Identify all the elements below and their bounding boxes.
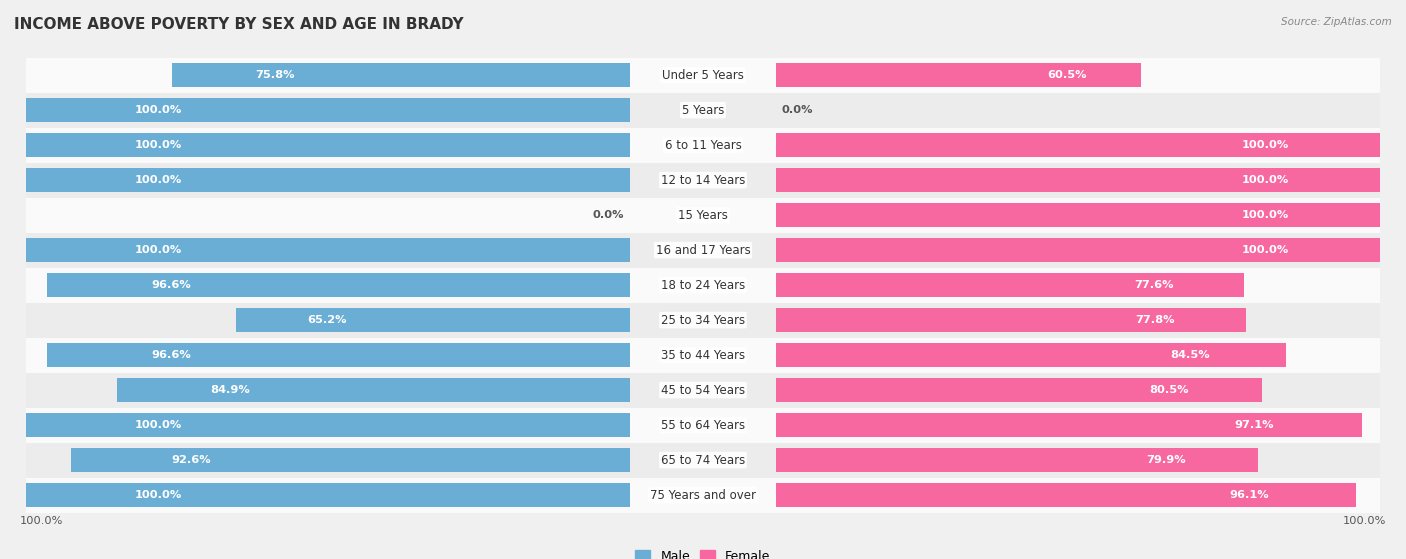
Text: 6 to 11 Years: 6 to 11 Years <box>665 139 741 151</box>
Bar <box>27 58 1379 93</box>
Text: 100.0%: 100.0% <box>135 420 183 430</box>
Bar <box>27 163 1379 198</box>
Bar <box>27 233 1379 268</box>
Bar <box>27 93 1379 127</box>
Bar <box>27 372 1379 408</box>
Bar <box>776 483 1357 507</box>
Bar <box>776 63 1142 87</box>
Text: 55 to 64 Years: 55 to 64 Years <box>661 419 745 432</box>
Legend: Male, Female: Male, Female <box>630 544 776 559</box>
Text: 65.2%: 65.2% <box>308 315 347 325</box>
Bar <box>27 483 630 507</box>
Text: 79.9%: 79.9% <box>1146 455 1185 465</box>
Text: Under 5 Years: Under 5 Years <box>662 69 744 82</box>
Bar <box>776 133 1379 157</box>
Bar <box>27 302 1379 338</box>
Text: 0.0%: 0.0% <box>593 210 624 220</box>
Bar <box>27 268 1379 302</box>
Text: 80.5%: 80.5% <box>1150 385 1189 395</box>
Text: 18 to 24 Years: 18 to 24 Years <box>661 278 745 292</box>
Bar <box>27 408 1379 443</box>
Text: 100.0%: 100.0% <box>1241 210 1289 220</box>
Text: 92.6%: 92.6% <box>172 455 211 465</box>
Bar <box>27 338 1379 372</box>
Bar <box>27 98 630 122</box>
Bar <box>27 238 630 262</box>
Bar <box>46 273 630 297</box>
Text: 35 to 44 Years: 35 to 44 Years <box>661 349 745 362</box>
Text: 96.6%: 96.6% <box>152 350 191 360</box>
Text: 60.5%: 60.5% <box>1047 70 1087 80</box>
Bar <box>27 133 630 157</box>
Bar <box>27 477 1379 513</box>
Text: 100.0%: 100.0% <box>1241 140 1289 150</box>
Bar <box>27 413 630 437</box>
Bar <box>236 308 630 332</box>
Text: 100.0%: 100.0% <box>1241 175 1289 185</box>
Bar <box>776 238 1379 262</box>
Bar <box>776 273 1244 297</box>
Text: 12 to 14 Years: 12 to 14 Years <box>661 174 745 187</box>
Bar <box>776 448 1258 472</box>
Bar <box>27 127 1379 163</box>
Text: 5 Years: 5 Years <box>682 103 724 117</box>
Text: 75 Years and over: 75 Years and over <box>650 489 756 501</box>
Text: 100.0%: 100.0% <box>1343 516 1386 526</box>
Bar <box>776 203 1379 227</box>
Text: 84.5%: 84.5% <box>1170 350 1209 360</box>
Text: 75.8%: 75.8% <box>254 70 294 80</box>
Bar <box>27 198 1379 233</box>
Text: INCOME ABOVE POVERTY BY SEX AND AGE IN BRADY: INCOME ABOVE POVERTY BY SEX AND AGE IN B… <box>14 17 464 32</box>
Bar <box>117 378 630 402</box>
Text: 96.1%: 96.1% <box>1229 490 1270 500</box>
Bar <box>70 448 630 472</box>
Bar <box>776 168 1379 192</box>
Bar <box>27 443 1379 477</box>
Bar <box>776 413 1362 437</box>
Bar <box>776 378 1263 402</box>
Bar <box>27 168 630 192</box>
Text: 100.0%: 100.0% <box>135 140 183 150</box>
Bar <box>776 308 1246 332</box>
Text: 100.0%: 100.0% <box>135 105 183 115</box>
Text: 15 Years: 15 Years <box>678 209 728 221</box>
Text: 100.0%: 100.0% <box>135 245 183 255</box>
Text: 77.8%: 77.8% <box>1136 315 1175 325</box>
Text: 96.6%: 96.6% <box>152 280 191 290</box>
Bar <box>776 343 1286 367</box>
Text: 100.0%: 100.0% <box>1241 245 1289 255</box>
Bar <box>173 63 630 87</box>
Text: 100.0%: 100.0% <box>135 175 183 185</box>
Text: 100.0%: 100.0% <box>135 490 183 500</box>
Text: Source: ZipAtlas.com: Source: ZipAtlas.com <box>1281 17 1392 27</box>
Text: 77.6%: 77.6% <box>1135 280 1174 290</box>
Bar <box>46 343 630 367</box>
Text: 97.1%: 97.1% <box>1234 420 1274 430</box>
Text: 0.0%: 0.0% <box>782 105 813 115</box>
Text: 84.9%: 84.9% <box>209 385 249 395</box>
Text: 16 and 17 Years: 16 and 17 Years <box>655 244 751 257</box>
Text: 25 to 34 Years: 25 to 34 Years <box>661 314 745 326</box>
Text: 65 to 74 Years: 65 to 74 Years <box>661 453 745 467</box>
Text: 45 to 54 Years: 45 to 54 Years <box>661 383 745 396</box>
Text: 100.0%: 100.0% <box>20 516 63 526</box>
